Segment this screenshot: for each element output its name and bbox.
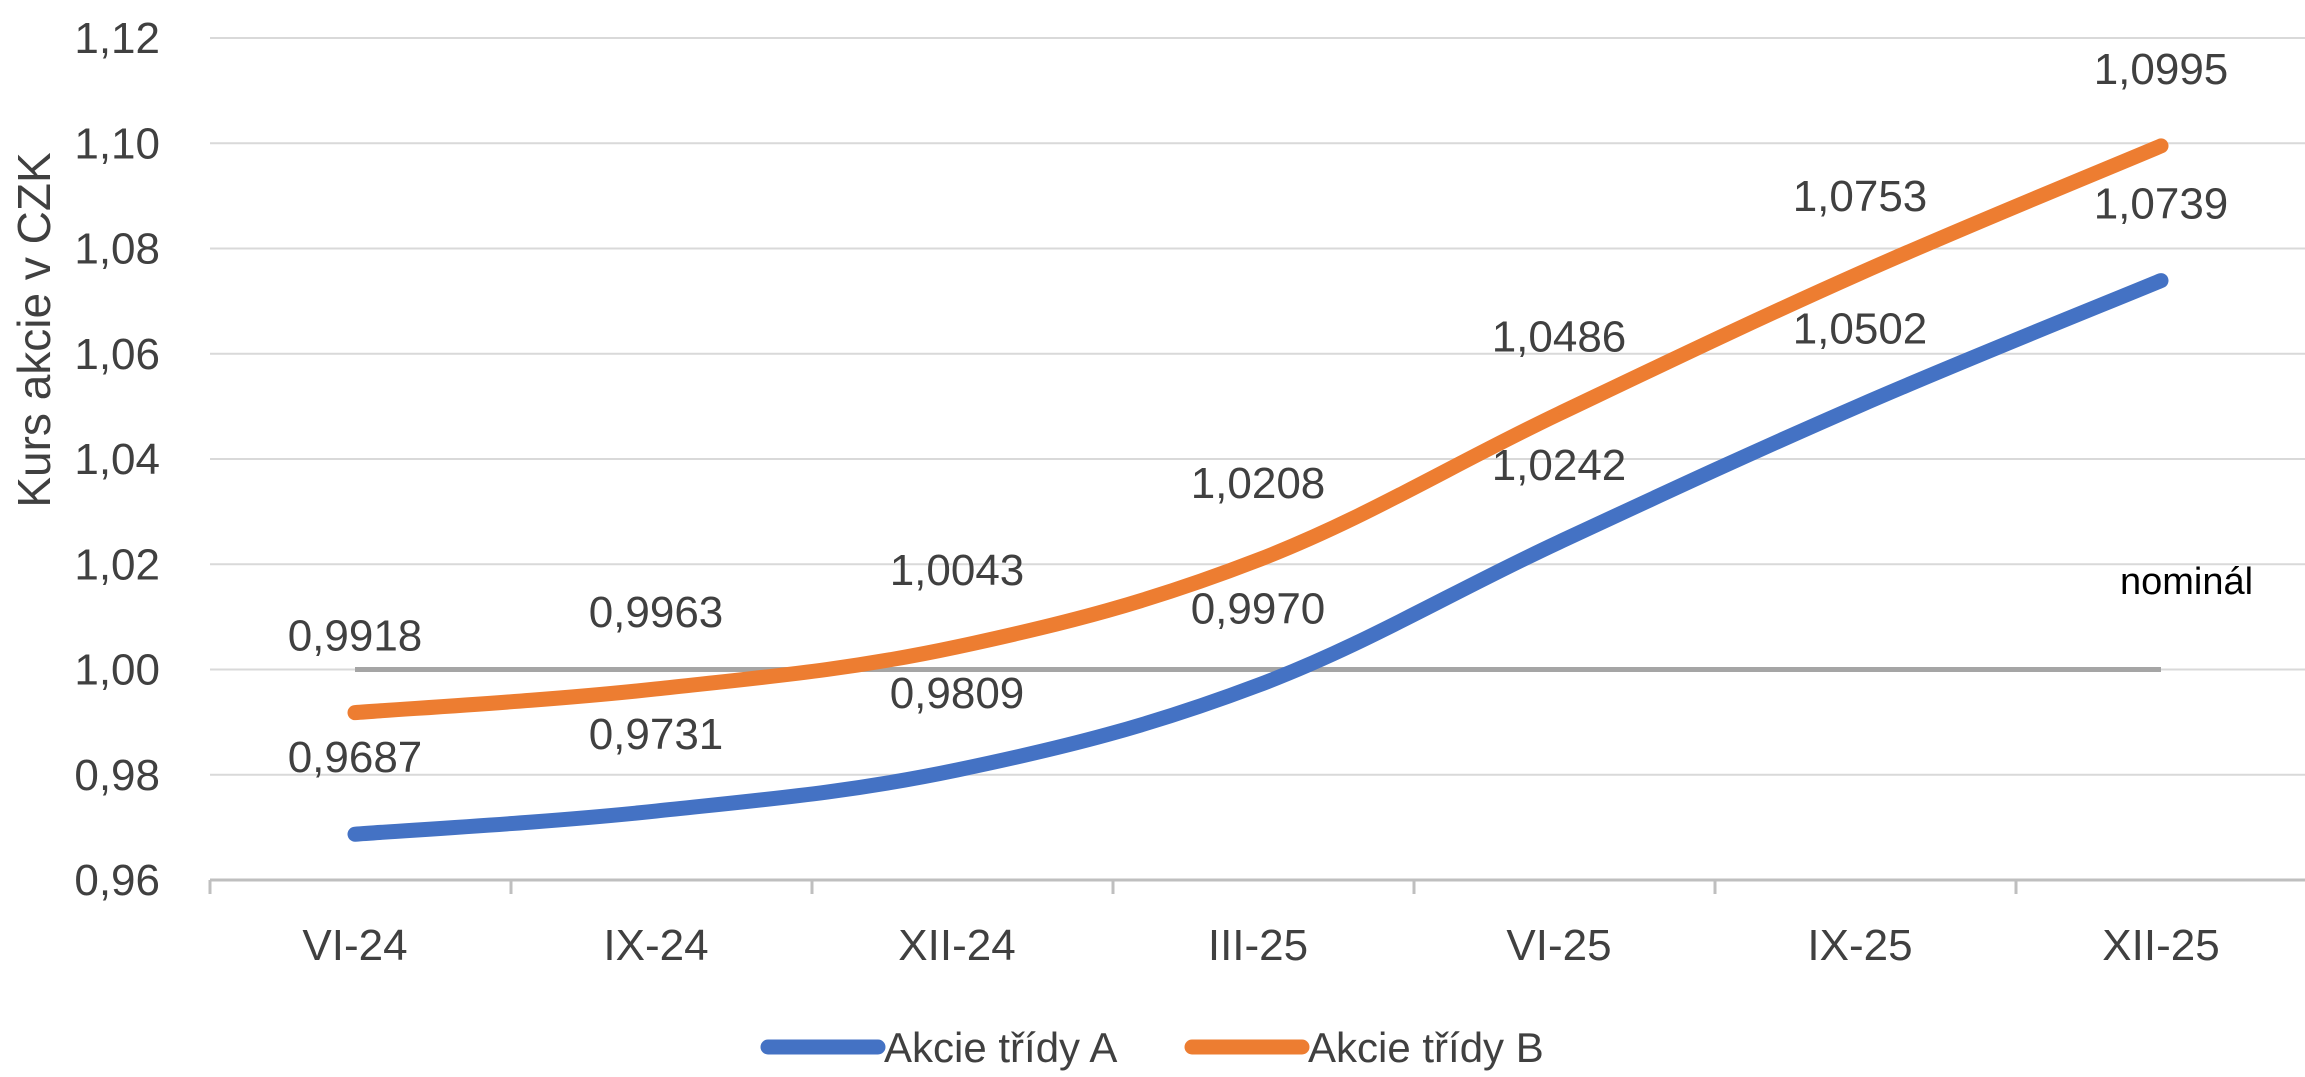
data-point-a	[655, 810, 657, 813]
data-point-b	[2160, 144, 2162, 147]
data-label-b: 1,0753	[1793, 172, 1928, 221]
data-label-b: 0,9963	[589, 588, 724, 637]
legend-label-b: Akcie třídy B	[1308, 1024, 1544, 1071]
data-point-a	[1558, 541, 1560, 544]
x-tick-label: IX-24	[603, 921, 708, 970]
y-tick-label: 1,12	[74, 14, 160, 63]
data-point-a	[354, 833, 356, 836]
data-point-a	[1257, 684, 1259, 687]
data-label-a: 1,0739	[2094, 180, 2229, 229]
data-label-a: 0,9970	[1191, 584, 1326, 633]
data-point-a	[1859, 404, 1861, 407]
series-lines	[347, 138, 2169, 842]
data-point-a	[2160, 279, 2162, 282]
data-point-b	[956, 645, 958, 648]
data-point-b	[354, 711, 356, 714]
gridlines	[210, 37, 2305, 776]
legend-label-a: Akcie třídy A	[884, 1024, 1117, 1071]
x-tick-label: VI-24	[302, 921, 407, 970]
y-tick-label: 1,06	[74, 330, 160, 379]
data-point-b	[1257, 559, 1259, 562]
nominal-label: nominál	[2120, 561, 2253, 603]
x-axis	[208, 878, 2305, 894]
x-axis-tick-labels: VI-24 IX-24 XII-24 III-25 VI-25 IX-25 XII-25	[302, 921, 2219, 970]
y-axis-title: Kurs akcie v CZK	[8, 152, 60, 508]
data-point-a	[956, 769, 958, 772]
x-tick-label: IX-25	[1807, 921, 1912, 970]
data-label-b: 1,0208	[1191, 459, 1326, 508]
data-label-b: 1,0486	[1492, 313, 1627, 362]
y-tick-label: 0,96	[74, 856, 160, 905]
data-label-b: 1,0043	[890, 546, 1025, 595]
data-label-a: 0,9687	[288, 733, 423, 782]
data-label-a: 0,9731	[589, 710, 724, 759]
x-tick-label: III-25	[1208, 921, 1308, 970]
data-label-a: 1,0242	[1492, 441, 1627, 490]
data-point-b	[655, 687, 657, 690]
x-tick-label: XII-25	[2102, 921, 2219, 970]
data-label-a: 1,0502	[1793, 304, 1928, 353]
data-point-b	[1558, 412, 1560, 415]
y-tick-label: 1,10	[74, 119, 160, 168]
y-tick-label: 1,08	[74, 225, 160, 274]
data-label-b: 1,0995	[2094, 45, 2229, 94]
x-tick-label: XII-24	[898, 921, 1015, 970]
legend: Akcie třídy A Akcie třídy B	[760, 1024, 1544, 1071]
data-point-b	[1859, 272, 1861, 275]
y-tick-label: 1,02	[74, 540, 160, 589]
x-tick-label: VI-25	[1506, 921, 1611, 970]
data-label-a: 0,9809	[890, 669, 1025, 718]
y-tick-label: 1,00	[74, 646, 160, 695]
y-tick-label: 0,98	[74, 751, 160, 800]
y-tick-label: 1,04	[74, 435, 160, 484]
y-axis-tick-labels: 0,96 0,98 1,00 1,02 1,04 1,06 1,08 1,10 1,12	[74, 14, 160, 905]
data-labels: 0,9687 0,9731 0,9809 0,9970 1,0242 1,0502 1,07…	[288, 45, 2229, 782]
data-label-b: 0,9918	[288, 612, 423, 661]
